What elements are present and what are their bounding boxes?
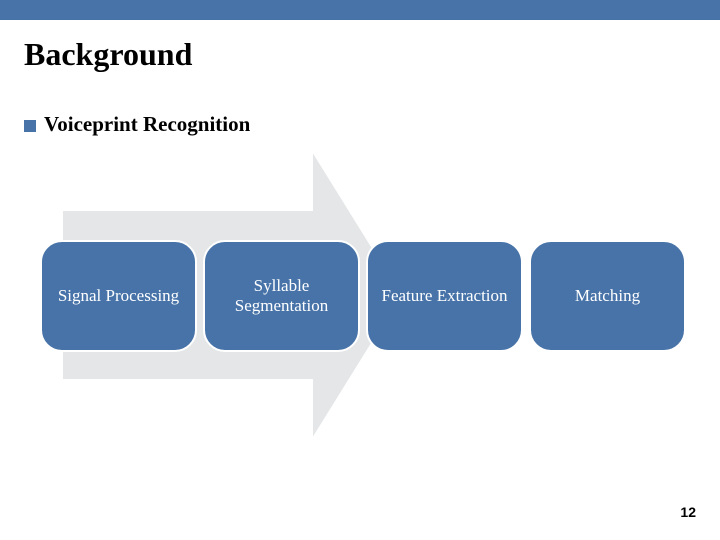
step-signal-processing: Signal Processing [40, 240, 197, 352]
step-label: Signal Processing [58, 286, 179, 306]
page-number: 12 [680, 504, 696, 520]
process-flow: Signal Processing Syllable Segmentation … [40, 240, 686, 352]
slide-title: Background [24, 36, 192, 73]
subtitle-text: Voiceprint Recognition [44, 112, 250, 136]
step-syllable-segmentation: Syllable Segmentation [203, 240, 360, 352]
step-label: Feature Extraction [381, 286, 507, 306]
top-accent-bar [0, 0, 720, 20]
step-label: Syllable Segmentation [217, 276, 346, 317]
step-feature-extraction: Feature Extraction [366, 240, 523, 352]
step-matching: Matching [529, 240, 686, 352]
step-label: Matching [575, 286, 640, 306]
square-bullet-icon [24, 120, 36, 132]
subtitle-row: Voiceprint Recognition [24, 112, 250, 137]
